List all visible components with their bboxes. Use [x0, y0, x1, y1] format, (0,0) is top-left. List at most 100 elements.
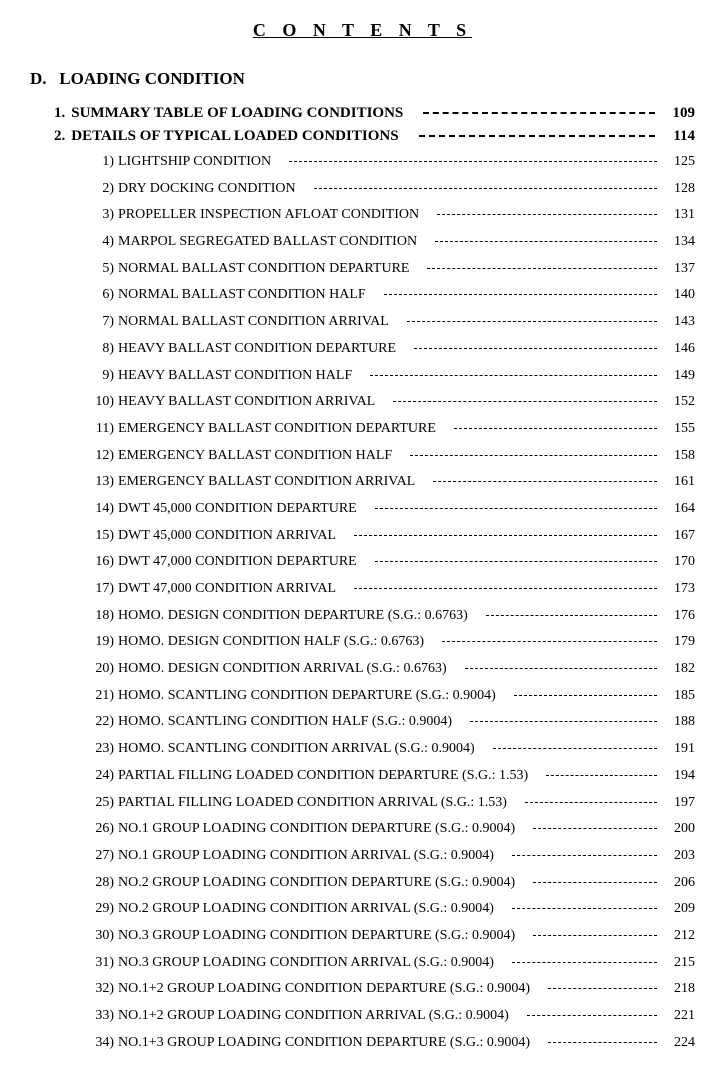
- toc-sub-num: 30): [86, 925, 114, 947]
- toc-sub-item: 21)HOMO. SCANTLING CONDITION DEPARTURE (…: [86, 685, 695, 707]
- toc-sub-num: 28): [86, 872, 114, 894]
- toc-sub-item: 17)DWT 47,000 CONDITION ARRIVAL173: [86, 578, 695, 600]
- toc-sub-item: 25)PARTIAL FILLING LOADED CONDITION ARRI…: [86, 792, 695, 814]
- toc-leader-dots: [486, 615, 657, 616]
- toc-sub-page: 140: [665, 284, 695, 306]
- toc-leader-dots: [512, 962, 657, 963]
- toc-sub-page: 203: [665, 845, 695, 867]
- toc-sub-item: 11)EMERGENCY BALLAST CONDITION DEPARTURE…: [86, 418, 695, 440]
- toc-sub-page: 155: [665, 418, 695, 440]
- toc-sub-num: 3): [86, 204, 114, 226]
- toc-sub-num: 4): [86, 231, 114, 253]
- toc-sub-label: NO.1+2 GROUP LOADING CONDITION DEPARTURE…: [118, 978, 530, 1000]
- toc-leader-dots: [410, 455, 657, 456]
- toc-sub-num: 17): [86, 578, 114, 600]
- toc-sub-label: NO.2 GROUP LOADING CONDITION ARRIVAL (S.…: [118, 898, 494, 920]
- toc-sub-page: 218: [665, 978, 695, 1000]
- toc-sub-label: EMERGENCY BALLAST CONDITION DEPARTURE: [118, 418, 436, 440]
- toc-sub-num: 16): [86, 551, 114, 573]
- toc-sub-num: 27): [86, 845, 114, 867]
- toc-sub-label: NO.2 GROUP LOADING CONDITION DEPARTURE (…: [118, 872, 515, 894]
- toc-sub-item: 34)NO.1+3 GROUP LOADING CONDITION DEPART…: [86, 1032, 695, 1054]
- toc-main-page: 109: [665, 105, 695, 122]
- toc-sub-label: NO.1 GROUP LOADING CONDITION ARRIVAL (S.…: [118, 845, 494, 867]
- toc-sub-page: 194: [665, 765, 695, 787]
- toc-sub-label: NORMAL BALLAST CONDITION DEPARTURE: [118, 258, 409, 280]
- toc-leader-dots: [533, 882, 657, 883]
- toc-sub-num: 33): [86, 1005, 114, 1027]
- toc-leader-dots: [419, 135, 655, 137]
- section-label: LOADING CONDITION: [59, 69, 245, 88]
- toc-leader-dots: [533, 828, 657, 829]
- toc-leader-dots: [314, 188, 657, 189]
- toc-sub-label: HOMO. SCANTLING CONDITION DEPARTURE (S.G…: [118, 685, 496, 707]
- toc-sub-label: HOMO. DESIGN CONDITION ARRIVAL (S.G.: 0.…: [118, 658, 447, 680]
- toc-sub-item: 14)DWT 45,000 CONDITION DEPARTURE164: [86, 498, 695, 520]
- toc-sub-label: HEAVY BALLAST CONDITION DEPARTURE: [118, 338, 396, 360]
- toc-leader-dots: [427, 268, 657, 269]
- toc-sub-item: 15)DWT 45,000 CONDITION ARRIVAL 167: [86, 525, 695, 547]
- toc-sub-label: PROPELLER INSPECTION AFLOAT CONDITION: [118, 204, 419, 226]
- toc-sub-page: 176: [665, 605, 695, 627]
- toc-sub-num: 26): [86, 818, 114, 840]
- toc-sub-item: 7)NORMAL BALLAST CONDITION ARRIVAL143: [86, 311, 695, 333]
- toc-sub-num: 6): [86, 284, 114, 306]
- toc-sub-page: 161: [665, 471, 695, 493]
- toc-sub-label: DWT 45,000 CONDITION ARRIVAL: [118, 525, 336, 547]
- toc-leader-dots: [454, 428, 657, 429]
- toc-leader-dots: [407, 321, 657, 322]
- toc-sub-item: 5)NORMAL BALLAST CONDITION DEPARTURE137: [86, 258, 695, 280]
- toc-sub-num: 10): [86, 391, 114, 413]
- toc-sub-label: HOMO. DESIGN CONDITION DEPARTURE (S.G.: …: [118, 605, 468, 627]
- toc-leader-dots: [384, 294, 657, 295]
- toc-sub-label: NORMAL BALLAST CONDITION HALF: [118, 284, 366, 306]
- toc-sub-num: 18): [86, 605, 114, 627]
- toc-main-page: 114: [665, 128, 695, 145]
- toc-sub-page: 173: [665, 578, 695, 600]
- toc-sub-num: 1): [86, 151, 114, 173]
- toc-sub-num: 15): [86, 525, 114, 547]
- toc-sub-num: 32): [86, 978, 114, 1000]
- toc-sub-page: 188: [665, 711, 695, 733]
- toc-sub-item: 30)NO.3 GROUP LOADING CONDITION DEPARTUR…: [86, 925, 695, 947]
- toc-sub-item: 27)NO.1 GROUP LOADING CONDITION ARRIVAL …: [86, 845, 695, 867]
- toc-sub-page: 206: [665, 872, 695, 894]
- toc-sub-page: 209: [665, 898, 695, 920]
- toc-sub-page: 200: [665, 818, 695, 840]
- toc-leader-dots: [514, 695, 657, 696]
- toc-sub-item: 19)HOMO. DESIGN CONDITION HALF (S.G.: 0.…: [86, 631, 695, 653]
- toc-sub-page: 197: [665, 792, 695, 814]
- toc-sub-num: 19): [86, 631, 114, 653]
- toc-sub-num: 9): [86, 365, 114, 387]
- toc-leader-dots: [493, 748, 657, 749]
- toc-sub-label: HOMO. SCANTLING CONDITION ARRIVAL (S.G.:…: [118, 738, 475, 760]
- toc-leader-dots: [370, 375, 657, 376]
- toc-sub-item: 26)NO.1 GROUP LOADING CONDITION DEPARTUR…: [86, 818, 695, 840]
- toc-sub-num: 20): [86, 658, 114, 680]
- toc-sub-page: 167: [665, 525, 695, 547]
- toc-sub-page: 215: [665, 952, 695, 974]
- toc-leader-dots: [414, 348, 657, 349]
- toc-sub-page: 152: [665, 391, 695, 413]
- toc-leader-dots: [527, 1015, 657, 1016]
- toc-sub-page: 149: [665, 365, 695, 387]
- toc-sub-page: 158: [665, 445, 695, 467]
- toc-sub-label: NORMAL BALLAST CONDITION ARRIVAL: [118, 311, 389, 333]
- toc-main-num: 1.: [54, 105, 65, 122]
- toc-sub-item: 4)MARPOL SEGREGATED BALLAST CONDITION134: [86, 231, 695, 253]
- toc-sub-item: 22)HOMO. SCANTLING CONDITION HALF (S.G.:…: [86, 711, 695, 733]
- page-title: C O N T E N T S: [30, 20, 695, 41]
- toc-sub-item: 2)DRY DOCKING CONDITION128: [86, 178, 695, 200]
- toc-sub-num: 21): [86, 685, 114, 707]
- toc-sub-num: 7): [86, 311, 114, 333]
- toc-sub-item: 31)NO.3 GROUP LOADING CONDITION ARRIVAL …: [86, 952, 695, 974]
- toc-main-item: 1. SUMMARY TABLE OF LOADING CONDITIONS 1…: [30, 105, 695, 122]
- toc-sub-label: HEAVY BALLAST CONDITION HALF: [118, 365, 352, 387]
- toc-sub-page: 128: [665, 178, 695, 200]
- toc-main-num: 2.: [54, 128, 65, 145]
- toc-sub-label: DWT 45,000 CONDITION DEPARTURE: [118, 498, 357, 520]
- toc-sub-item: 33)NO.1+2 GROUP LOADING CONDITION ARRIVA…: [86, 1005, 695, 1027]
- toc-sub-num: 2): [86, 178, 114, 200]
- toc-sub-item: 29)NO.2 GROUP LOADING CONDITION ARRIVAL …: [86, 898, 695, 920]
- toc-sub-item: 1)LIGHTSHIP CONDITION125: [86, 151, 695, 173]
